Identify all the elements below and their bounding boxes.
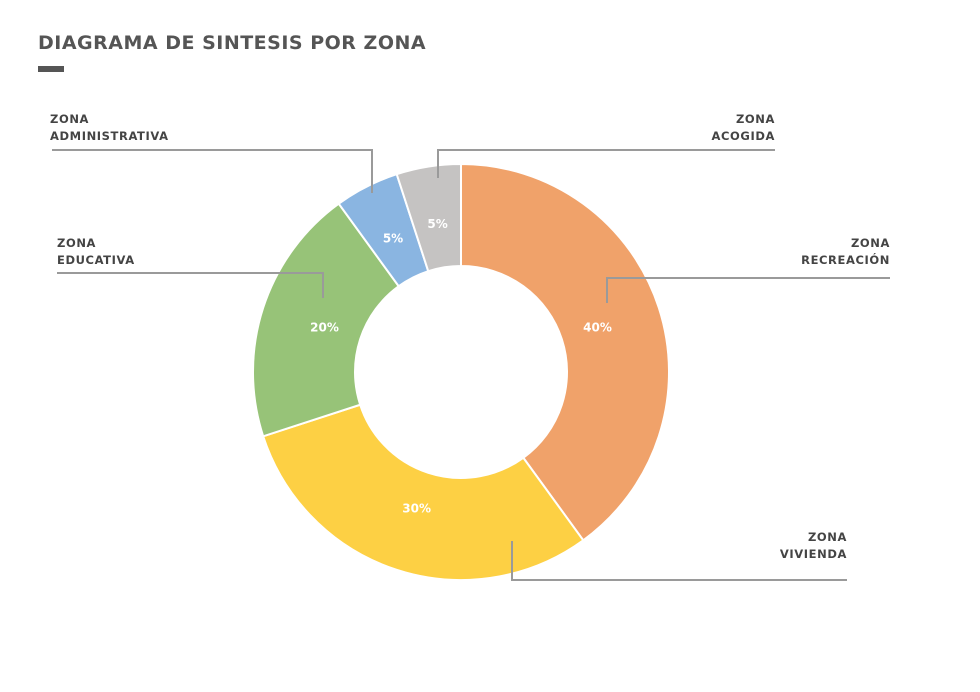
leader-line-educativa	[57, 272, 324, 298]
labels-layer: 40% ZONA RECREACIÓN 30% ZONA VIVIENDA 20% ZONA E…	[50, 112, 890, 561]
zone-label-recreacion: ZONA RECREACIÓN	[801, 236, 890, 267]
zone-label-line: ADMINISTRATIVA	[50, 129, 169, 143]
zone-label-line: ZONA	[736, 112, 775, 126]
zone-label-vivienda: ZONA VIVIENDA	[780, 530, 847, 561]
slice-value-label-vivienda: 30%	[402, 501, 431, 515]
slices-layer	[252, 162, 670, 582]
slice-vivienda	[261, 403, 585, 582]
leader-line-recreacion	[606, 277, 890, 303]
slice-value-label-acogida: 5%	[427, 217, 447, 231]
zone-label-administrativa: ZONA ADMINISTRATIVA	[50, 112, 169, 143]
zone-label-line: ACOGIDA	[712, 129, 775, 143]
zone-label-educativa: ZONA EDUCATIVA	[57, 236, 135, 267]
leader-line-administrativa	[52, 149, 373, 193]
zone-label-line: ZONA	[808, 530, 847, 544]
page-title: DIAGRAMA DE SINTESIS POR ZONA	[38, 32, 427, 54]
title-underline	[38, 66, 64, 72]
zone-label-line: ZONA	[50, 112, 89, 126]
zone-label-line: EDUCATIVA	[57, 253, 135, 267]
slice-educativa	[252, 202, 401, 438]
slice-value-label-educativa: 20%	[310, 321, 339, 335]
slice-value-label-recreacion: 40%	[583, 321, 612, 335]
slice-value-label-administrativa: 5%	[383, 232, 403, 246]
zone-label-line: VIVIENDA	[780, 547, 847, 561]
leader-lines-layer	[52, 149, 890, 581]
slice-acogida	[395, 162, 462, 273]
zone-label-line: ZONA	[851, 236, 890, 250]
zone-label-line: RECREACIÓN	[801, 252, 890, 267]
leader-line-vivienda	[511, 541, 847, 581]
zone-label-line: ZONA	[57, 236, 96, 250]
slice-recreacion	[460, 162, 670, 542]
zone-label-acogida: ZONA ACOGIDA	[712, 112, 775, 143]
leader-line-acogida	[437, 149, 775, 178]
